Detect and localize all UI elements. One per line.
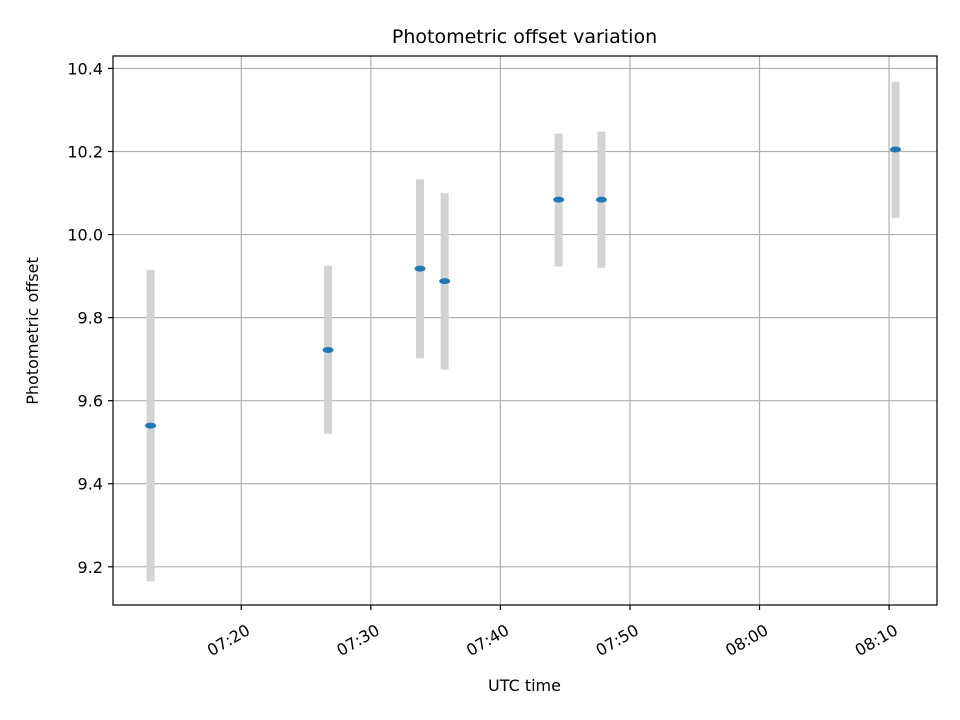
x-tick-label: 07:30 <box>333 620 382 660</box>
data-point <box>145 422 157 429</box>
x-tick-label: 08:00 <box>722 620 771 660</box>
data-points <box>145 146 902 429</box>
x-tick-label: 07:40 <box>463 620 512 660</box>
x-tick-label: 08:10 <box>852 620 901 660</box>
data-point <box>553 196 565 203</box>
y-axis-label: Photometric offset <box>23 257 42 405</box>
error-bars <box>146 81 900 582</box>
data-point <box>439 278 451 285</box>
data-point <box>414 265 426 272</box>
x-tick-label: 07:50 <box>593 620 642 660</box>
y-tick-label: 10.0 <box>67 226 103 245</box>
y-tick-label: 9.4 <box>78 475 103 494</box>
x-axis-label: UTC time <box>488 676 561 695</box>
y-tick-label: 10.2 <box>67 143 103 162</box>
plot-frame <box>112 55 938 606</box>
chart-title: Photometric offset variation <box>392 26 657 48</box>
x-tick-label: 07:20 <box>204 620 253 660</box>
y-tick-label: 10.4 <box>67 59 103 78</box>
data-point <box>595 196 607 203</box>
y-axis-ticks: 9.2 9.4 9.6 9.8 10.0 10.2 10.4 <box>67 59 113 577</box>
data-point <box>322 347 334 354</box>
y-tick-label: 9.2 <box>78 558 103 577</box>
y-tick-label: 9.6 <box>78 392 103 411</box>
data-point <box>890 146 902 153</box>
x-axis-ticks: 07:20 07:30 07:40 07:50 08:00 08:10 <box>204 605 901 660</box>
x-grid <box>240 56 890 605</box>
y-tick-label: 9.8 <box>78 309 103 328</box>
y-grid <box>113 67 937 568</box>
